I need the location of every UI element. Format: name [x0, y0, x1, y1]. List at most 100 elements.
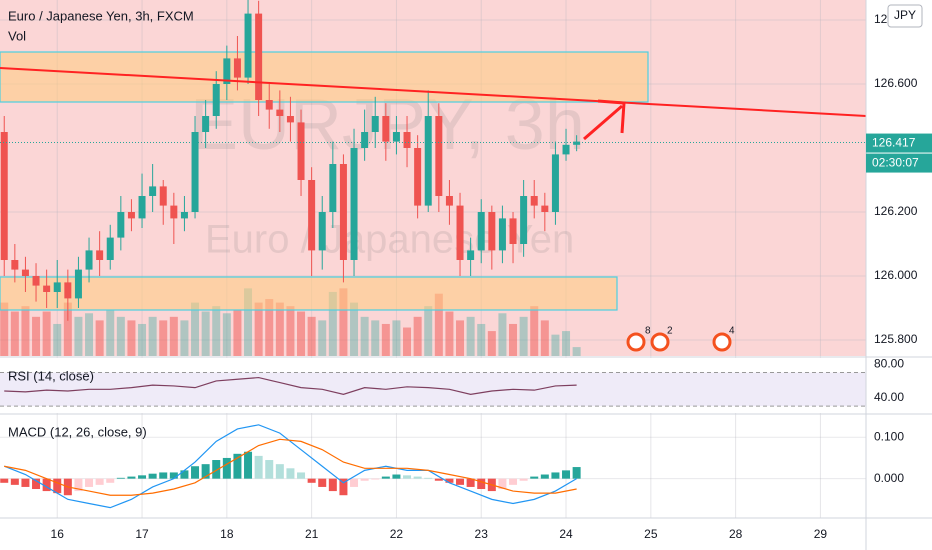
candle-body [117, 212, 125, 238]
volume-bar [254, 302, 263, 356]
rsi-tick-label: 40.00 [874, 390, 904, 404]
candle-body [85, 250, 93, 270]
volume-bar [498, 313, 507, 356]
candle-body [297, 122, 305, 180]
currency-box[interactable] [887, 4, 923, 28]
volume-bar [233, 309, 242, 356]
volume-bar [53, 323, 62, 356]
candle-body [202, 116, 210, 132]
macd-histogram-bar [32, 478, 41, 490]
volume [0, 288, 581, 356]
event-count: 8 [645, 326, 651, 337]
arrow [583, 99, 626, 141]
volume-bar [169, 316, 178, 356]
volume-bar [477, 323, 486, 356]
macd-histogram-bar [191, 466, 200, 479]
candle-body [403, 132, 411, 148]
symbol-title: Euro / Japanese Yen, 3h, FXCM [8, 8, 194, 23]
candle-body [382, 116, 390, 142]
macd-histogram-bar [180, 470, 189, 479]
candle-body [106, 237, 114, 260]
macd-histogram-bar [286, 468, 295, 479]
macd-histogram-bar [381, 476, 390, 479]
macd-title: MACD (12, 26, close, 9) [8, 424, 147, 439]
volume-bar [191, 302, 200, 356]
watermark-sub: Euro / Japanese Yen [205, 218, 574, 262]
volume-bar [434, 293, 443, 356]
macd-histogram-bar [201, 464, 210, 479]
rsi-band [0, 372, 866, 407]
candle-body [11, 260, 19, 270]
macd-histogram-bar [21, 478, 30, 487]
candle-body [350, 148, 358, 260]
macd-histogram-bar [138, 475, 147, 479]
volume-bar [509, 323, 518, 356]
candle-body [74, 269, 82, 299]
event-count: 2 [667, 326, 673, 337]
volume-bar [32, 316, 41, 356]
candle-body [64, 282, 72, 299]
candle-body [223, 58, 231, 84]
x-tick-label: 29 [814, 527, 828, 541]
trend-line [0, 67, 867, 117]
event[interactable] [712, 332, 732, 352]
macd-histogram-bar [95, 478, 104, 485]
candle-body [361, 132, 369, 148]
currency: JPY [894, 8, 916, 22]
volume-bar [275, 302, 284, 356]
candle-body [212, 84, 220, 116]
volume-bar [339, 288, 348, 356]
volume-bar [106, 309, 115, 356]
event[interactable] [626, 332, 646, 352]
macd-histogram-bar [360, 478, 369, 481]
candle-body [392, 132, 400, 142]
y-tick-label: 126.000 [874, 268, 918, 282]
volume-bar [127, 320, 136, 356]
volume-bar [85, 313, 94, 356]
candle-body [43, 285, 51, 292]
volume-bar [371, 320, 380, 356]
rsi-tick-label: 80.00 [874, 356, 904, 370]
candle-body [541, 205, 549, 212]
candle-body [509, 218, 517, 244]
volume-bar [297, 311, 306, 356]
x-tick-label: 23 [475, 527, 489, 541]
candle-body [339, 164, 347, 260]
events: 8 2 4 [626, 326, 735, 352]
candle-body [424, 116, 432, 206]
countdown: 02:30:07 [872, 156, 919, 170]
candle-body [435, 116, 443, 196]
macd-histogram-bar [10, 478, 19, 485]
candle-body [445, 196, 453, 206]
macd-histogram-bar [275, 464, 284, 479]
zone-upper [0, 51, 649, 103]
candle-body [244, 13, 252, 78]
event-count: 4 [729, 326, 735, 337]
volume-bar [551, 334, 560, 356]
rsi-line [4, 376, 577, 395]
macd-histogram-bar [254, 455, 263, 479]
macd-histogram-bar [53, 478, 62, 494]
candle-body [308, 180, 316, 251]
zone-lower [0, 276, 618, 311]
macd-histogram-bar [169, 472, 178, 479]
volume-bar [42, 311, 51, 356]
macd-histogram-bar [466, 478, 475, 487]
candle-body [477, 212, 485, 251]
volume-bar [318, 320, 327, 356]
volume-bar [212, 306, 221, 356]
volume-bar [328, 291, 337, 356]
candle-body [21, 269, 29, 276]
macd-histogram-bar [328, 478, 337, 492]
macd-histogram-bar [572, 467, 581, 479]
macd-histogram-bar [509, 478, 518, 485]
x-tick-label: 16 [51, 527, 65, 541]
macd-line [4, 424, 577, 509]
candle-body [551, 154, 559, 212]
macd-histogram-bar [498, 478, 507, 490]
event[interactable] [650, 332, 670, 352]
candle-body [265, 100, 273, 110]
macd-histogram-bar [424, 477, 433, 479]
volume-bar [466, 316, 475, 356]
